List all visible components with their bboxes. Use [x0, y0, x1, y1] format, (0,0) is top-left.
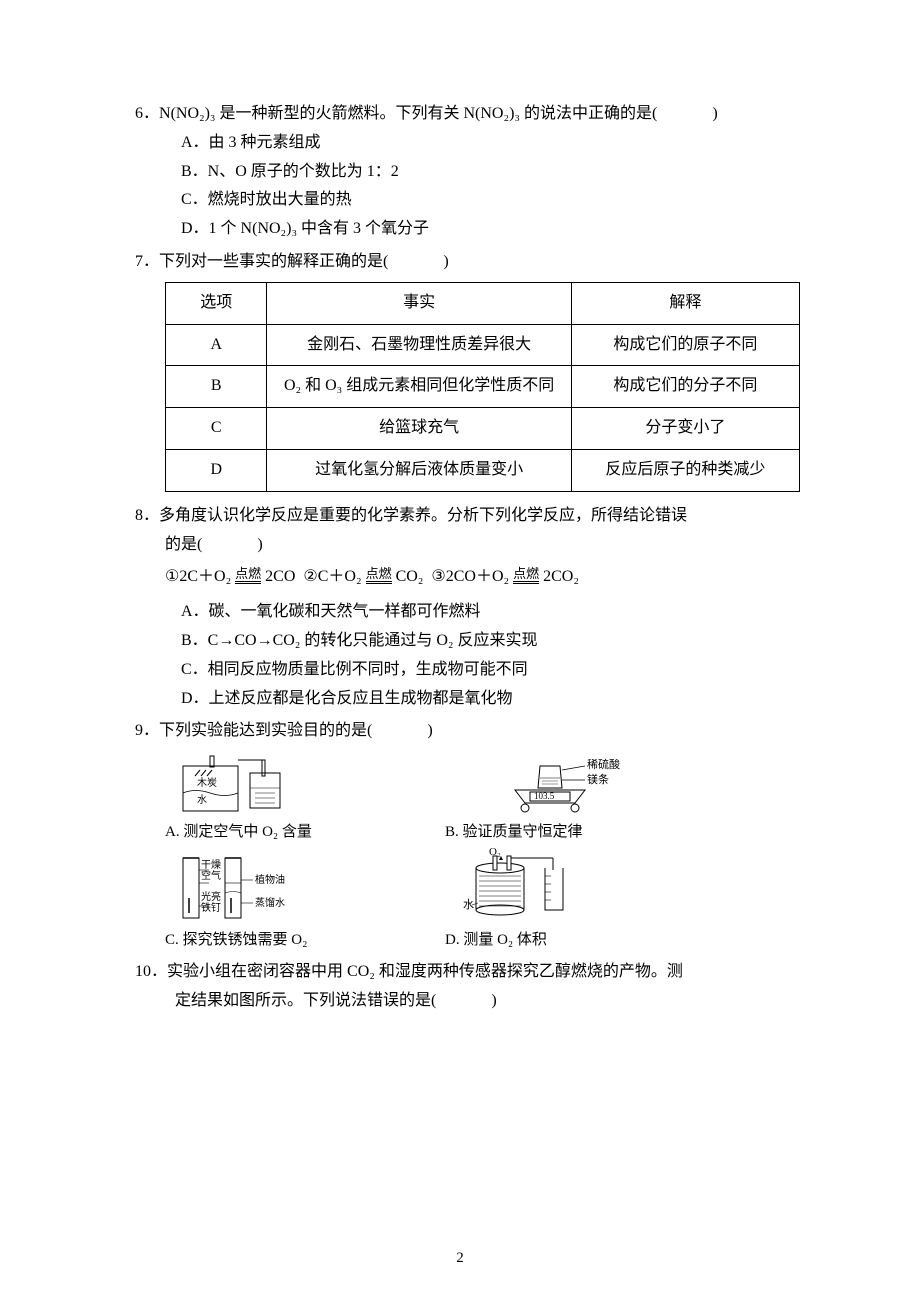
table-row: A 金刚石、石墨物理性质差异很大 构成它们的原子不同: [166, 324, 800, 366]
q10-stem1: 实验小组在密闭容器中用 CO₂ 和湿度两种传感器探究乙醇燃烧的产物。测: [167, 958, 800, 987]
q6-option-b[interactable]: B．N、O 原子的个数比为 1：2: [135, 158, 800, 187]
q8-stem1: 多角度认识化学反应是重要的化学素养。分析下列化学反应，所得结论错误: [159, 502, 800, 531]
q6-option-c[interactable]: C．燃烧时放出大量的热: [135, 186, 800, 215]
table-header-row: 选项 事实 解释: [166, 282, 800, 324]
svg-text:木炭: 木炭: [197, 777, 217, 789]
q10-number: 10．: [135, 958, 167, 987]
q10-stem2: 定结果如图所示。下列说法错误的是(): [135, 987, 800, 1016]
q9-row2: 干燥 空气 光亮 铁钉 植物油 蒸馏水 C. 探究铁锈蚀需要 O₂: [165, 848, 800, 954]
diagram-b-icon: 103.5 稀硫酸 镁条: [445, 748, 655, 818]
q9-capC: C. 探究铁锈蚀需要 O₂: [165, 927, 445, 954]
q9-figC[interactable]: 干燥 空气 光亮 铁钉 植物油 蒸馏水 C. 探究铁锈蚀需要 O₂: [165, 848, 445, 954]
q9-figD[interactable]: O₂ 水 D. 测量 O₂ 体积: [445, 848, 725, 954]
q8-equations: ①2C＋O₂ 点燃 2CO ②C＋O₂ 点燃 CO₂ ③2CO＋O₂ 点燃 2C…: [135, 563, 800, 592]
svg-text:镁条: 镁条: [587, 772, 609, 786]
reaction-condition-icon: 点燃: [235, 567, 261, 584]
q9-figA[interactable]: 木炭 水 A. 测定空气中 O₂ 含量: [165, 748, 445, 846]
svg-text:O₂: O₂: [489, 848, 501, 858]
q7-stem: 下列对一些事实的解释正确的是(): [159, 248, 800, 277]
q8-option-b[interactable]: B．C→CO→CO₂ 的转化只能通过与 O₂ 反应来实现: [135, 627, 800, 656]
question-7: 7． 下列对一些事实的解释正确的是() 选项 事实 解释 A 金刚石、石墨物理性…: [135, 248, 800, 492]
th-explain: 解释: [571, 282, 799, 324]
reaction-condition-icon: 点燃: [513, 567, 539, 584]
q8-option-d[interactable]: D．上述反应都是化合反应且生成物都是氧化物: [135, 685, 800, 714]
q9-capA: A. 测定空气中 O₂ 含量: [165, 819, 445, 846]
q8-option-a[interactable]: A．碳、一氧化碳和天然气一样都可作燃料: [135, 598, 800, 627]
question-6: 6． N(NO₂)₃ 是一种新型的火箭燃料。下列有关 N(NO₂)₃ 的说法中正…: [135, 100, 800, 244]
svg-text:水: 水: [197, 794, 207, 806]
svg-text:铁钉: 铁钉: [201, 901, 221, 914]
svg-text:103.5: 103.5: [534, 791, 555, 801]
diagram-d-icon: O₂ 水: [445, 848, 645, 926]
q9-row1: 木炭 水 A. 测定空气中 O₂ 含量 103.5: [165, 748, 800, 846]
q7-table: 选项 事实 解释 A 金刚石、石墨物理性质差异很大 构成它们的原子不同 B O₂…: [165, 282, 800, 492]
table-row: D 过氧化氢分解后液体质量变小 反应后原子的种类减少: [166, 449, 800, 491]
svg-text:光亮: 光亮: [201, 890, 221, 903]
q8-number: 8．: [135, 502, 159, 531]
svg-text:干燥: 干燥: [201, 859, 221, 871]
table-row: B O₂ 和 O₃ 组成元素相同但化学性质不同 构成它们的分子不同: [166, 366, 800, 408]
question-8: 8． 多角度认识化学反应是重要的化学素养。分析下列化学反应，所得结论错误 的是(…: [135, 502, 800, 714]
q6-option-a[interactable]: A．由 3 种元素组成: [135, 129, 800, 158]
q7-number: 7．: [135, 248, 159, 277]
q9-number: 9．: [135, 717, 159, 746]
svg-text:蒸馏水: 蒸馏水: [255, 896, 285, 909]
svg-text:植物油: 植物油: [255, 873, 285, 886]
table-row: C 给篮球充气 分子变小了: [166, 408, 800, 450]
diagram-a-icon: 木炭 水: [165, 748, 330, 818]
q9-capB: B. 验证质量守恒定律: [445, 819, 725, 846]
th-fact: 事实: [267, 282, 571, 324]
question-9: 9． 下列实验能达到实验目的的是(): [135, 717, 800, 954]
q8-stem2: 的是(): [135, 531, 800, 560]
th-option: 选项: [166, 282, 267, 324]
svg-text:水: 水: [463, 898, 474, 911]
q9-stem: 下列实验能达到实验目的的是(): [159, 717, 800, 746]
svg-text:稀硫酸: 稀硫酸: [587, 757, 620, 771]
reaction-condition-icon: 点燃: [366, 567, 392, 584]
diagram-c-icon: 干燥 空气 光亮 铁钉 植物油 蒸馏水: [165, 848, 365, 926]
svg-text:空气: 空气: [201, 869, 221, 882]
q6-stem: N(NO₂)₃ 是一种新型的火箭燃料。下列有关 N(NO₂)₃ 的说法中正确的是…: [159, 100, 800, 129]
q6-option-d[interactable]: D．1 个 N(NO₂)₃ 中含有 3 个氧分子: [135, 215, 800, 244]
q9-figB[interactable]: 103.5 稀硫酸 镁条 B. 验证质量守恒定律: [445, 748, 725, 846]
q9-capD: D. 测量 O₂ 体积: [445, 927, 725, 954]
page-number: 2: [0, 1245, 920, 1272]
q8-option-c[interactable]: C．相同反应物质量比例不同时，生成物可能不同: [135, 656, 800, 685]
question-10: 10． 实验小组在密闭容器中用 CO₂ 和湿度两种传感器探究乙醇燃烧的产物。测 …: [135, 958, 800, 1016]
q6-number: 6．: [135, 100, 159, 129]
